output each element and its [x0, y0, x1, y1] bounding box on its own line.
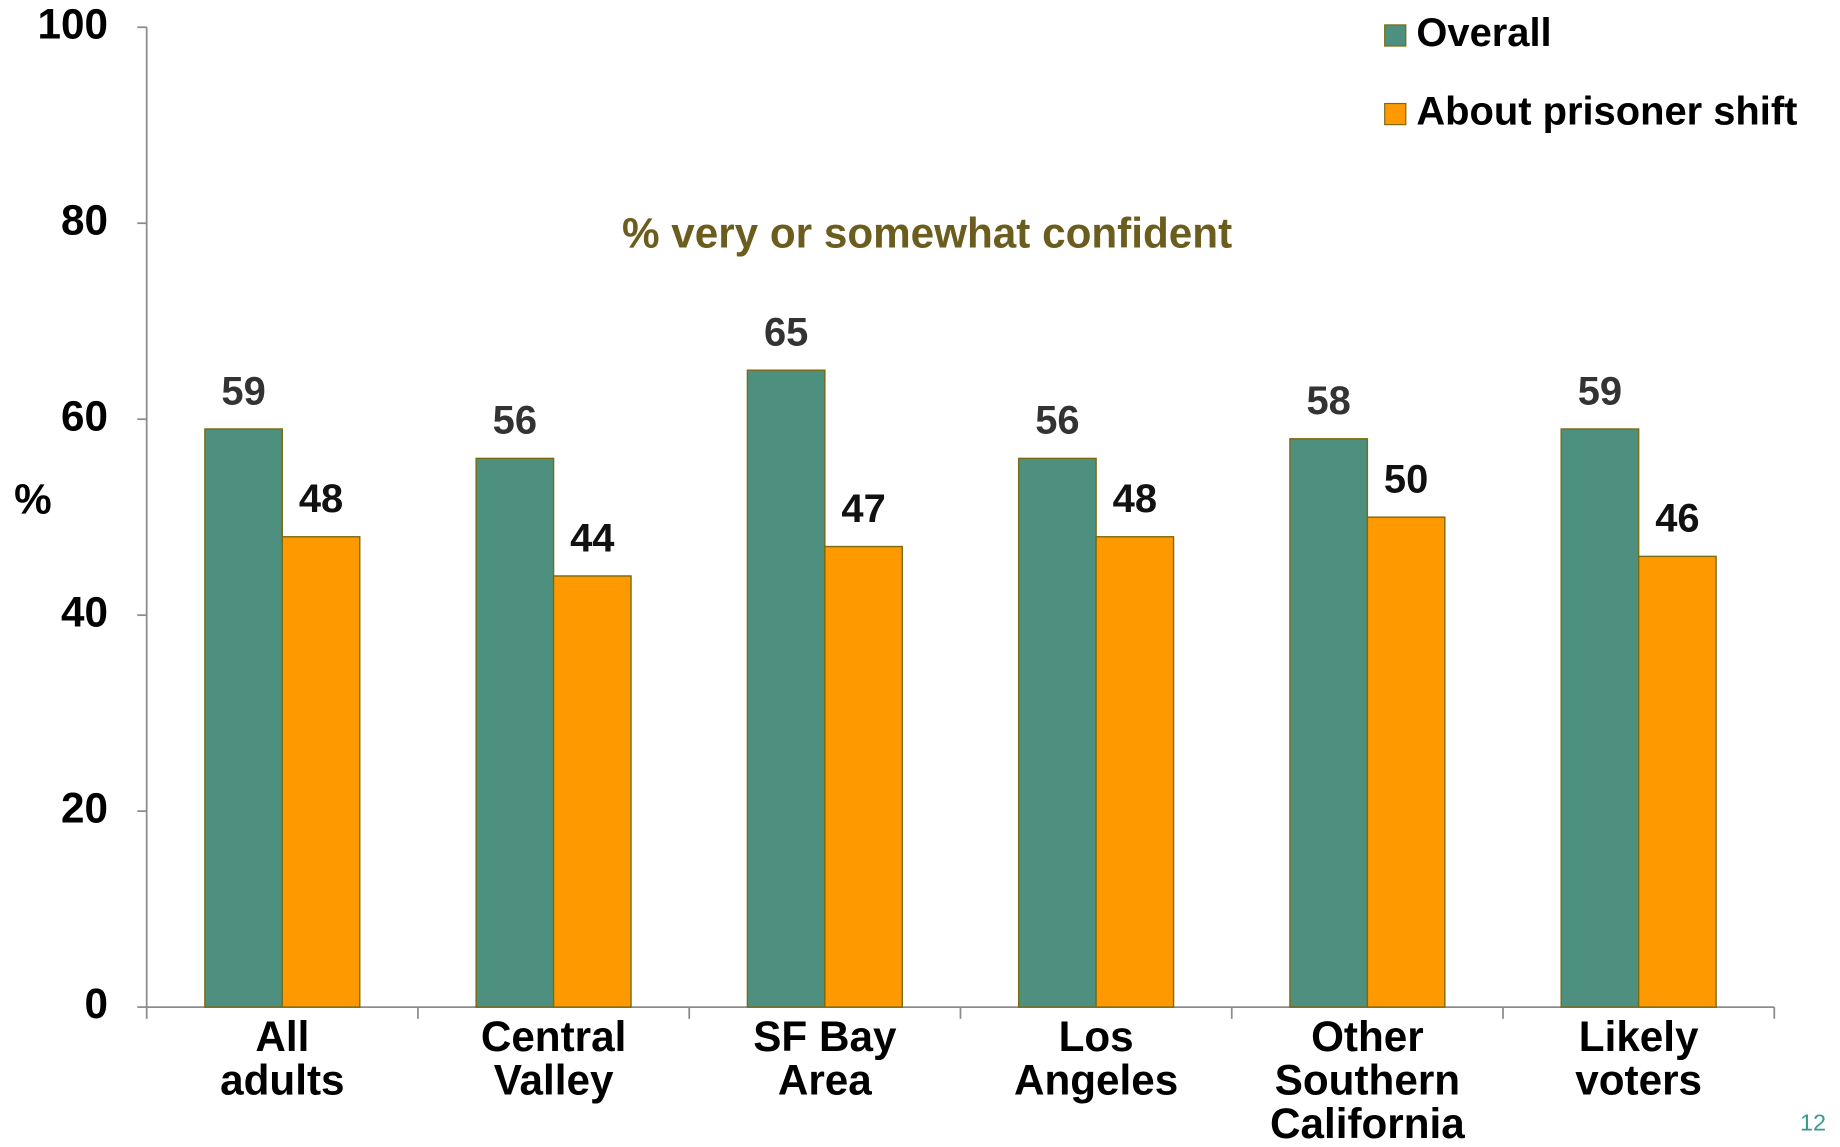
data-label: 58 [1306, 379, 1350, 423]
legend-swatch [1384, 102, 1407, 126]
legend-label: Overall [1416, 11, 1551, 55]
y-axis-label: % [14, 476, 52, 523]
x-tick-label-line: voters [1575, 1057, 1702, 1104]
x-tick-label-line: Area [778, 1057, 872, 1104]
data-label: 56 [493, 399, 537, 443]
bar [204, 428, 284, 1008]
x-tick-label-line: Valley [494, 1057, 614, 1104]
x-tick-label-line: Southern [1275, 1057, 1460, 1104]
bar [1289, 438, 1369, 1008]
x-tick-label-line: Central [481, 1013, 627, 1060]
x-tick-label-line: Other [1311, 1013, 1424, 1060]
data-label: 48 [1113, 477, 1157, 521]
x-tick-label: SF Bay Area [753, 1013, 897, 1103]
x-tick-label: Los Angeles [1014, 1013, 1178, 1103]
x-tick-label-line: All [255, 1013, 309, 1060]
data-label: 59 [221, 369, 265, 413]
bar [746, 369, 826, 1008]
data-label: 56 [1035, 399, 1079, 443]
x-tick-label-line: Likely [1579, 1013, 1699, 1060]
bar [552, 575, 632, 1008]
x-tick-label-line: adults [220, 1057, 344, 1104]
x-tick-label-line: Angeles [1014, 1057, 1178, 1104]
data-label: 48 [299, 477, 343, 521]
legend-swatch [1384, 24, 1407, 47]
bar [1560, 428, 1640, 1008]
data-label: 50 [1384, 458, 1428, 502]
bar [475, 457, 555, 1008]
x-tick-label: Other Southern California [1270, 1013, 1465, 1147]
bar [1366, 516, 1446, 1008]
x-tick-label-line: SF Bay [753, 1013, 897, 1060]
data-label: 44 [570, 516, 614, 560]
bar [1017, 457, 1097, 1008]
y-tick-label: 60 [61, 392, 108, 439]
y-tick-label: 40 [61, 588, 108, 635]
x-tick-label: All adults [220, 1013, 344, 1103]
x-tick-label: Central Valley [481, 1013, 627, 1103]
y-tick-label: 100 [37, 0, 107, 47]
x-tick-label-line: California [1270, 1100, 1465, 1147]
page-number: 12 [1800, 1110, 1826, 1136]
x-tick-label-line: Los [1059, 1013, 1134, 1060]
bar [1095, 536, 1175, 1008]
data-label: 65 [764, 311, 808, 355]
y-tick-label: 0 [84, 980, 108, 1027]
legend-label: About prisoner shift [1416, 90, 1797, 134]
data-label: 47 [841, 487, 885, 531]
bar [1637, 555, 1717, 1008]
x-tick-label: Likely voters [1575, 1013, 1702, 1103]
bar [281, 536, 361, 1008]
y-tick-label: 20 [61, 784, 108, 831]
y-tick-label: 80 [61, 196, 108, 243]
annotation: % very or somewhat confident [622, 209, 1232, 256]
data-label: 59 [1578, 369, 1622, 413]
data-label: 46 [1655, 497, 1699, 541]
bar [824, 545, 904, 1008]
